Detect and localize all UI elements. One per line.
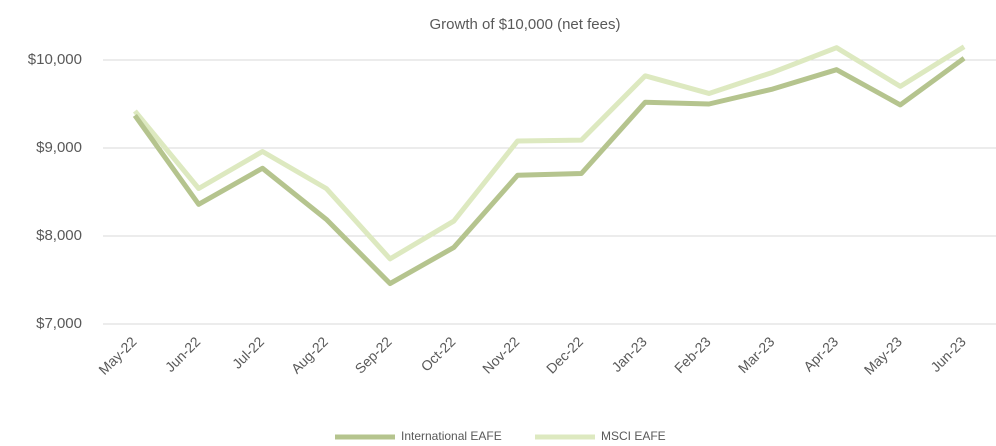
series-line	[132, 56, 966, 287]
legend-label: International EAFE	[401, 429, 502, 443]
y-tick-label: $8,000	[36, 227, 82, 244]
y-tick-label: $9,000	[36, 139, 82, 156]
x-tick-label: Oct-22	[418, 333, 459, 374]
x-tick-label: Aug-22	[288, 333, 331, 376]
y-tick-label: $10,000	[28, 51, 82, 68]
x-tick-label: Nov-22	[479, 333, 522, 376]
series-line	[132, 44, 966, 262]
x-tick-label: May-23	[861, 333, 905, 377]
x-tick-label: Sep-22	[352, 333, 395, 376]
y-tick-label: $7,000	[36, 315, 82, 332]
x-tick-label: Jun-22	[162, 333, 204, 375]
x-tick-label: Mar-23	[735, 333, 778, 376]
x-tick-label: Feb-23	[671, 333, 714, 376]
legend-label: MSCI EAFE	[601, 429, 666, 443]
x-tick-label: May-22	[95, 333, 139, 377]
x-tick-label: Apr-23	[800, 333, 841, 374]
x-tick-label: Jan-23	[608, 333, 650, 375]
x-tick-label: Dec-22	[543, 333, 586, 376]
x-tick-label: Jul-22	[229, 333, 267, 371]
x-tick-label: Jun-23	[927, 333, 969, 375]
chart-title: Growth of $10,000 (net fees)	[430, 16, 621, 33]
